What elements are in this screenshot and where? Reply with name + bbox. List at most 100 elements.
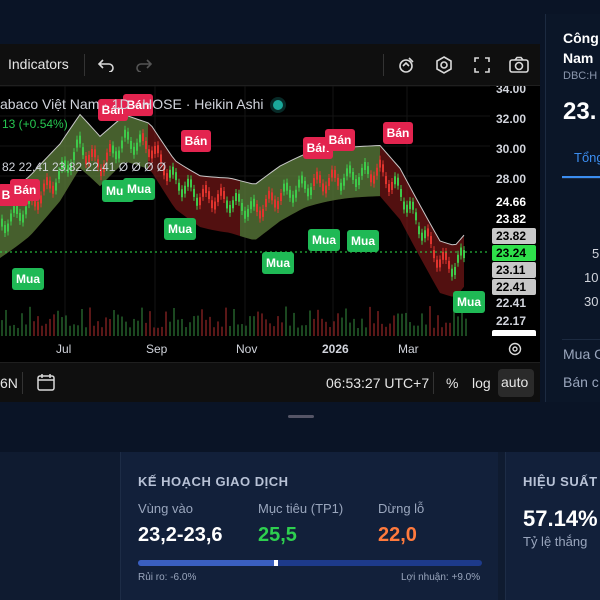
fullscreen-icon[interactable] xyxy=(470,53,494,77)
price-tag: 22.41 xyxy=(492,279,536,295)
toolbar-divider xyxy=(22,372,23,394)
chart-legend-title: abaco Việt Nam · 1D · HOSE · Heikin Ashi xyxy=(0,96,284,112)
target-value: 25,5 xyxy=(258,524,297,546)
time-tick: Sep xyxy=(146,342,168,356)
sell-signal-text: Bán xyxy=(127,98,150,112)
sell-signal-badge xyxy=(123,94,153,116)
sell-signal-badge xyxy=(383,122,413,144)
settings-hex-icon[interactable] xyxy=(432,53,456,77)
price-tag-current: 23.24 xyxy=(492,245,536,261)
entry-zone-value: 23,2-23,6 xyxy=(138,524,223,546)
undo-icon[interactable] xyxy=(94,53,118,77)
section-divider xyxy=(562,339,600,340)
time-axis[interactable]: Jul Sep Nov 2026 Mar xyxy=(0,336,540,362)
buy-signal-text: Mua xyxy=(16,272,40,286)
toolbar-divider xyxy=(433,372,434,394)
sell-signal-text: Bán xyxy=(185,134,208,148)
sell-signal-badge xyxy=(181,130,211,152)
buy-signal-text: Mua xyxy=(266,256,290,270)
price-tag: 23.82 xyxy=(492,211,536,227)
entry-zone-label: Vùng vào xyxy=(138,501,193,516)
price-axis[interactable]: 34.00 32.00 30.00 28.00 24.66 23.82 23.8… xyxy=(490,86,540,336)
company-name: Công xyxy=(563,30,599,46)
sell-signal-text: Bán xyxy=(387,126,410,140)
buy-signal-badge xyxy=(12,268,44,290)
buy-signal-text: Mua xyxy=(457,295,481,309)
price-tag-high: 24.66 xyxy=(492,194,536,210)
toolbar-divider xyxy=(84,54,85,76)
price-tick: 34.00 xyxy=(496,86,527,96)
profit-text: Lợi nhuận: +9.0% xyxy=(401,572,481,583)
alert-icon[interactable] xyxy=(394,53,418,77)
target-label: Mục tiêu (TP1) xyxy=(258,501,344,516)
price-tag-volume xyxy=(492,330,536,336)
risk-reward-bar xyxy=(138,560,482,566)
percent-toggle[interactable]: % xyxy=(446,375,459,391)
stat-row: 10 xyxy=(584,270,599,285)
trade-plan-card: KẾ HOẠCH GIAO DỊCH Vùng vào 23,2-23,6 Mụ… xyxy=(120,452,498,600)
tab-overview[interactable]: Tổng xyxy=(574,150,600,165)
stop-loss-label: Dừng lỗ xyxy=(378,501,425,516)
clock-timezone[interactable]: 06:53:27 UTC+7 xyxy=(326,375,430,391)
time-tick: Nov xyxy=(236,342,258,356)
buy-signal-text: Mua xyxy=(168,222,192,236)
chart-toolbar: Indicators xyxy=(0,44,540,86)
volume-bars xyxy=(1,306,467,336)
price-tick: 28.00 xyxy=(496,172,527,186)
redo-icon[interactable] xyxy=(132,53,156,77)
active-tab-indicator xyxy=(562,176,600,178)
buy-signal-badge xyxy=(308,229,340,251)
buy-signal-text: Mua xyxy=(351,234,375,248)
sell-signal-text: Bán xyxy=(329,133,352,147)
stop-loss-value: 22,0 xyxy=(378,524,417,546)
buy-signal-text: Mua xyxy=(312,233,336,247)
sell-signal-badge xyxy=(325,129,355,151)
risk-text: Rủi ro: -6.0% xyxy=(138,572,197,583)
price-tick: 30.00 xyxy=(496,142,527,156)
chart-legend-change: 13 (+0.54%) xyxy=(2,117,68,131)
performance-card: HIỆU SUẤT C 57.14% Tỷ lệ thắng xyxy=(505,452,600,600)
tab-divider xyxy=(562,178,600,179)
sell-signal-text: Bán xyxy=(102,103,125,117)
chart-legend-values: 82 22.41 23.82 22.41 Ø Ø Ø Ø xyxy=(2,160,167,174)
chart-bottom-bar: 6N 06:53:27 UTC+7 % log auto xyxy=(0,362,540,402)
stock-info-sidebar: Công Nam DBC:H 23. Tổng 5 10 30 Mua C Bá… xyxy=(545,14,600,402)
panel-resize-handle[interactable] xyxy=(288,415,314,418)
stock-price: 23. xyxy=(563,98,597,125)
price-chart[interactable]: BánBánBánBánBánBánBánBánMuaMuaMuaMuaMuaM… xyxy=(0,86,490,336)
price-tick: 32.00 xyxy=(496,112,527,126)
win-rate-value: 57.14% xyxy=(523,506,598,531)
price-tick: 22.17 xyxy=(496,314,527,328)
buy-signal-badge xyxy=(347,230,379,252)
camera-icon[interactable] xyxy=(507,53,531,77)
buy-signal-badge xyxy=(164,218,196,240)
risk-reward-fill xyxy=(138,560,276,566)
buy-row-label: Mua C xyxy=(563,346,600,362)
win-rate-label: Tỷ lệ thắng xyxy=(523,534,588,549)
buy-signal-badge xyxy=(453,291,485,313)
price-tag: 23.82 xyxy=(492,228,536,244)
log-toggle[interactable]: log xyxy=(472,375,491,391)
buy-signal-text: Mua xyxy=(127,182,151,196)
sell-signal-badge xyxy=(98,99,128,121)
signal-labels: BánBánBánBánBánBánBánBánMuaMuaMuaMuaMuaM… xyxy=(0,94,485,313)
performance-title: HIỆU SUẤT C xyxy=(523,474,600,489)
sell-row-label: Bán c xyxy=(563,374,599,390)
price-tick: 22.41 xyxy=(496,296,527,310)
auto-toggle[interactable]: auto xyxy=(498,369,534,397)
range-button[interactable]: 6N xyxy=(0,375,18,391)
toolbar-divider xyxy=(383,54,384,76)
price-tag: 23.11 xyxy=(492,262,536,278)
calendar-icon[interactable] xyxy=(36,372,56,397)
market-open-dot-icon xyxy=(273,100,284,111)
trade-plan-title: KẾ HOẠCH GIAO DỊCH xyxy=(138,474,289,489)
time-tick: Mar xyxy=(398,342,419,356)
indicators-button[interactable]: Indicators xyxy=(8,56,69,72)
sell-signal-text: Bán xyxy=(14,183,37,197)
sell-signal-badge xyxy=(10,179,40,201)
stat-row: 5 xyxy=(592,246,600,261)
company-name-line2: Nam xyxy=(563,50,594,66)
chart-canvas: BánBánBánBánBánBánBánBánMuaMuaMuaMuaMuaM… xyxy=(0,86,490,336)
chart-settings-gear-icon[interactable] xyxy=(506,340,524,358)
